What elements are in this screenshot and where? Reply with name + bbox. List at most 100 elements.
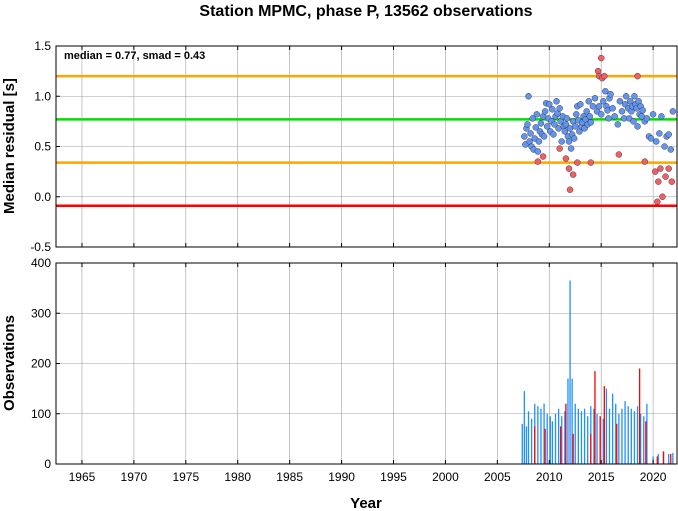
data-point: [609, 105, 616, 112]
y-tick-label: 1.5: [34, 39, 51, 53]
data-point: [595, 103, 603, 110]
data-point: [533, 111, 541, 118]
observation-bar: [537, 406, 539, 464]
data-point: [565, 138, 573, 145]
observation-bar: [633, 411, 636, 464]
data-point: [641, 158, 649, 165]
observation-bar: [599, 416, 601, 464]
data-point: [631, 93, 638, 100]
y-tick-label: 400: [31, 256, 51, 270]
observation-bar: [543, 403, 545, 464]
data-point: [527, 130, 534, 137]
observation-bar: [574, 403, 576, 464]
data-point: [662, 173, 669, 180]
y-tick-label: 1.0: [34, 89, 51, 103]
data-point: [573, 111, 580, 118]
observation-bar: [587, 416, 589, 464]
observation-bar: [557, 408, 560, 464]
data-point: [649, 111, 657, 118]
observation-bar: [572, 433, 574, 464]
data-point: [643, 115, 651, 122]
data-point: [577, 101, 584, 108]
data-point: [656, 130, 663, 137]
y-tick-label: 300: [31, 306, 51, 320]
data-point: [622, 93, 630, 100]
observation-bar: [670, 453, 672, 464]
data-point: [607, 91, 614, 98]
observation-bar: [534, 426, 536, 464]
observation-bar: [549, 416, 551, 464]
x-tick-label: 1970: [121, 470, 148, 484]
x-tick-label: 2015: [588, 470, 615, 484]
y-tick-label: 0: [44, 457, 51, 471]
data-point: [556, 145, 563, 152]
data-point: [639, 107, 646, 114]
observation-bar: [646, 403, 648, 464]
data-point: [597, 54, 605, 62]
data-point: [657, 165, 664, 172]
observation-bar: [630, 408, 632, 464]
observation-bar: [546, 413, 548, 464]
data-point: [630, 118, 637, 125]
x-tick-label: 2005: [484, 470, 511, 484]
data-point: [540, 133, 548, 140]
observation-bar: [577, 408, 579, 464]
data-point: [669, 108, 677, 115]
observation-bar: [627, 406, 629, 464]
x-tick-label: 1985: [276, 470, 303, 484]
observation-bar: [571, 378, 573, 464]
data-point: [572, 123, 579, 130]
data-point: [587, 119, 595, 126]
data-point: [562, 155, 570, 162]
data-point: [634, 72, 641, 80]
x-tick-label: 1995: [380, 470, 407, 484]
observation-bar: [638, 368, 641, 464]
data-point: [665, 131, 672, 138]
data-point: [668, 178, 676, 185]
data-point: [537, 120, 545, 127]
x-tick-label: 2010: [536, 470, 563, 484]
observation-bar: [596, 413, 598, 464]
data-point: [585, 98, 592, 105]
median-smad-annotation: median = 0.77, smad = 0.43: [64, 50, 205, 62]
data-point: [654, 198, 661, 205]
data-point: [600, 98, 607, 105]
data-point: [589, 103, 597, 110]
x-tick-label: 1980: [224, 470, 251, 484]
data-point: [651, 168, 659, 175]
x-tick-label: 1965: [69, 470, 96, 484]
observation-bar: [590, 433, 592, 464]
data-point: [535, 138, 543, 145]
observation-bar: [564, 411, 566, 464]
observation-bar: [616, 423, 618, 464]
observation-bar: [621, 408, 623, 464]
data-point: [532, 124, 539, 131]
observation-bar: [605, 388, 608, 464]
data-point: [586, 113, 593, 120]
observation-bar: [527, 411, 530, 464]
observation-bar: [603, 386, 605, 464]
y-tick-label: 0.0: [34, 190, 51, 204]
observation-bar: [636, 406, 639, 464]
data-point: [549, 106, 556, 113]
data-point: [614, 121, 622, 128]
observation-bar: [544, 428, 546, 464]
observation-bar: [602, 418, 604, 464]
data-point: [551, 121, 558, 128]
data-point: [546, 101, 553, 108]
observation-bar: [569, 280, 571, 464]
observation-bar: [567, 378, 569, 464]
data-point: [597, 111, 605, 118]
y-tick-label: -0.5: [30, 240, 51, 254]
observation-bar: [645, 421, 647, 464]
data-point: [591, 95, 599, 102]
observation-bar: [551, 421, 554, 464]
data-point: [634, 123, 641, 130]
observation-bar: [608, 408, 611, 464]
data-point: [611, 113, 618, 120]
observation-bar: [672, 452, 674, 464]
residual-panel: -0.5 0.0 0.5 1.0 1.5 median = 0.77, smad = 0…: [1, 39, 678, 254]
observation-bar: [668, 453, 670, 464]
y-tick-label: 200: [31, 357, 51, 371]
data-point: [525, 93, 532, 100]
